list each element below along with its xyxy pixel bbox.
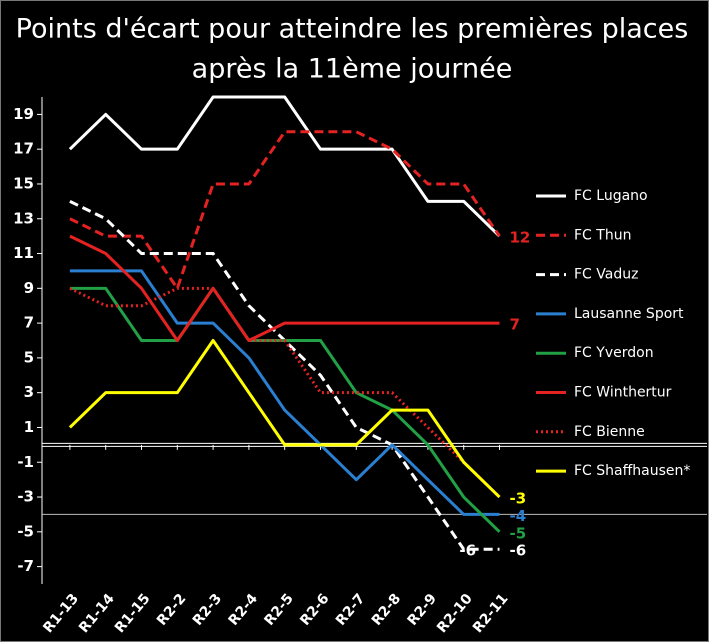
y-tick-label: 3 [24,383,34,401]
y-tick-label: 9 [24,279,34,297]
y-tick-label: -3 [17,488,34,506]
legend-label: FC Lugano [574,188,648,204]
legend-label: FC Yverdon [574,345,654,361]
y-tick-label: 5 [24,348,34,366]
y-tick-label: -1 [17,453,34,471]
series-line [69,269,500,516]
series-line [69,286,501,499]
y-tick-label: 15 [13,174,34,192]
value-label: 7 [510,316,520,334]
value-label: -3 [510,490,527,508]
value-label: 12 [510,229,531,247]
series-line [68,95,501,238]
y-tick-label: 7 [24,314,34,332]
legend-label: FC Shaffhausen* [574,463,690,479]
y-tick-label: 11 [13,244,34,262]
legend-label: FC Vaduz [574,267,638,283]
y-tick-label: 19 [13,105,34,123]
y-tick-label: 17 [13,140,34,158]
y-tick-label: -7 [17,557,34,575]
y-tick-label: -5 [17,522,34,540]
y-tick-label: 13 [13,209,34,227]
series-line [68,339,501,499]
chart-title: Points d'écart pour atteindre les premiè… [16,14,689,45]
y-tick-label: 1 [24,418,34,436]
value-label: -4 [510,507,527,525]
series-line [69,234,500,342]
value-label: -6 [510,542,527,560]
chart-title: après la 11ème journée [192,54,513,85]
legend-label: FC Winthertur [574,385,672,401]
value-label: -6 [459,542,476,560]
legend-label: FC Thun [574,227,631,243]
legend-label: FC Bienne [574,424,645,440]
value-label: -5 [510,524,527,542]
legend-label: Lausanne Sport [574,306,684,322]
series-line [69,130,501,290]
